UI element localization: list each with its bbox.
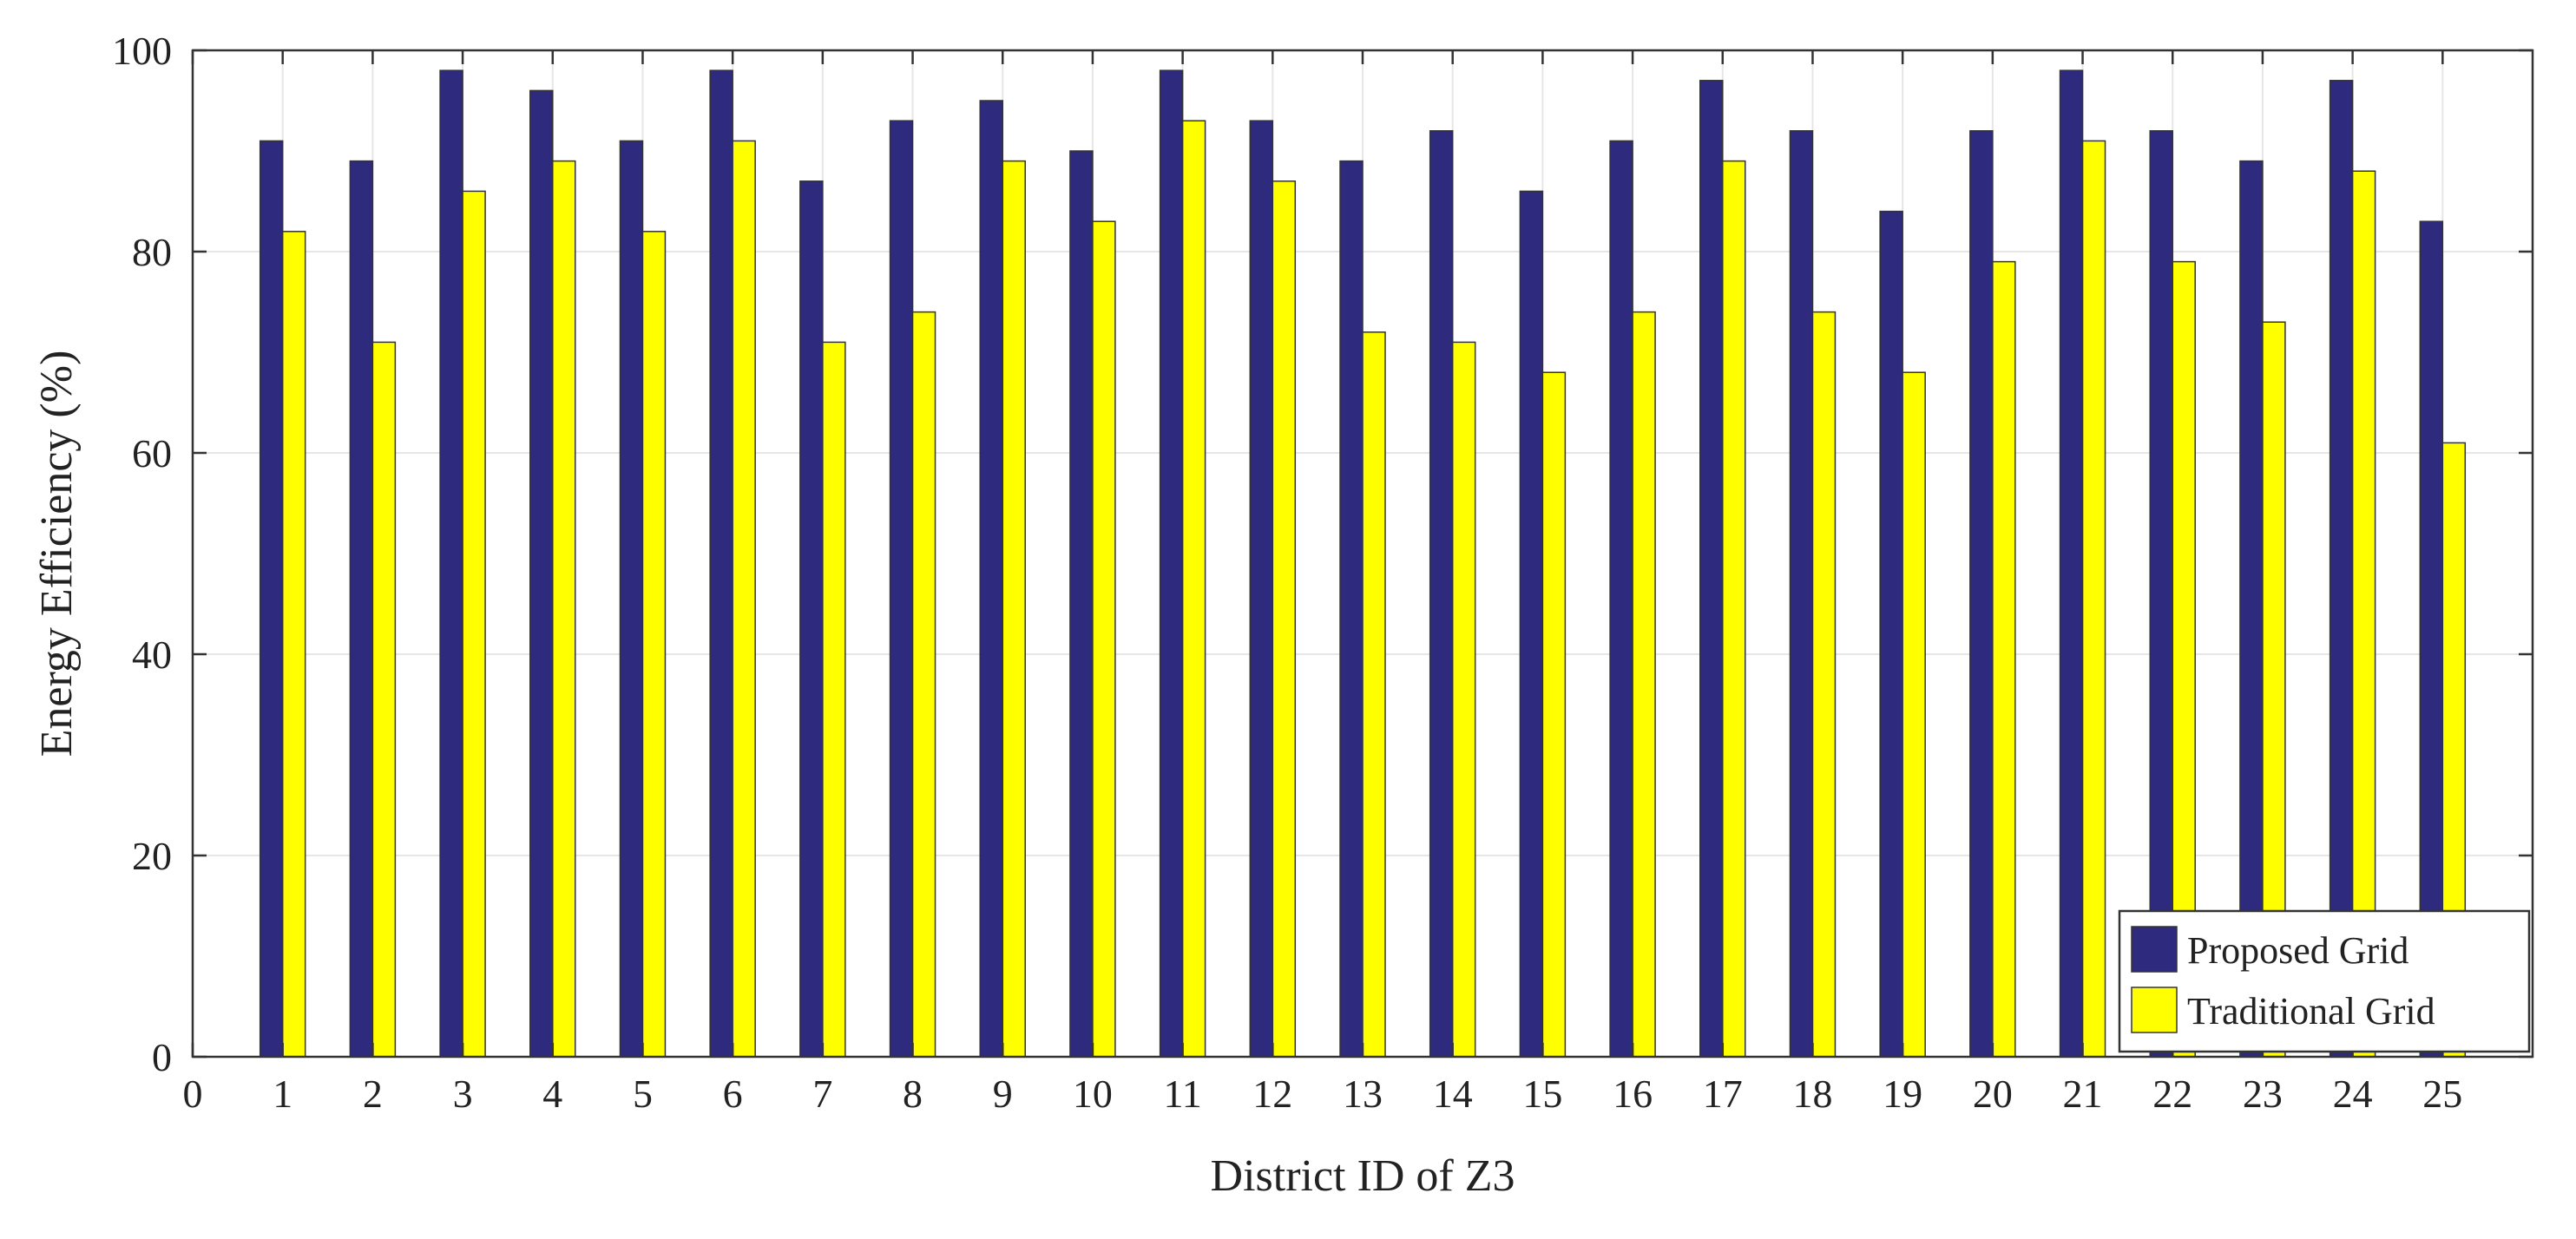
x-tick-label: 19 bbox=[1883, 1072, 1922, 1116]
bar-traditional bbox=[1181, 120, 1206, 1058]
bar-proposed bbox=[1429, 130, 1454, 1058]
x-tick-label: 1 bbox=[273, 1072, 292, 1116]
x-tick-label: 14 bbox=[1433, 1072, 1473, 1116]
legend: Proposed Grid Traditional Grid bbox=[2118, 909, 2531, 1053]
x-tick-label: 17 bbox=[1703, 1072, 1743, 1116]
bar-proposed bbox=[1069, 150, 1094, 1058]
x-axis-title: District ID of Z3 bbox=[1211, 1151, 1515, 1201]
bar-traditional bbox=[1992, 260, 2016, 1058]
x-tick-label: 0 bbox=[183, 1072, 203, 1116]
x-tick-label: 9 bbox=[993, 1072, 1013, 1116]
bar-proposed bbox=[1609, 140, 1633, 1058]
bar-traditional bbox=[1451, 341, 1476, 1058]
bar-traditional bbox=[732, 140, 756, 1058]
x-tick-label: 3 bbox=[453, 1072, 473, 1116]
x-tick-label: 6 bbox=[723, 1072, 743, 1116]
bar-proposed bbox=[709, 69, 733, 1058]
bars bbox=[259, 69, 2467, 1058]
x-tick-label: 20 bbox=[1973, 1072, 2013, 1116]
x-tick-label: 10 bbox=[1073, 1072, 1113, 1116]
x-tick-label: 8 bbox=[903, 1072, 923, 1116]
bar-traditional bbox=[1722, 160, 1746, 1058]
y-tick-label: 60 bbox=[132, 431, 172, 475]
bar-proposed bbox=[2059, 69, 2084, 1058]
bar-proposed bbox=[1519, 190, 1544, 1058]
legend-box bbox=[2118, 909, 2531, 1053]
bar-traditional bbox=[1362, 331, 1386, 1058]
bar-proposed bbox=[259, 140, 284, 1058]
bar-proposed bbox=[1969, 130, 1994, 1058]
bar-proposed bbox=[2239, 160, 2264, 1058]
bar-proposed bbox=[1789, 130, 1814, 1058]
y-axis-title: Energy Efficiency (%) bbox=[32, 351, 82, 757]
bar-proposed bbox=[2149, 130, 2173, 1058]
bar-proposed bbox=[889, 120, 914, 1058]
bar-traditional bbox=[911, 311, 936, 1058]
bar-traditional bbox=[822, 341, 846, 1058]
bar-proposed bbox=[1879, 210, 1903, 1058]
bar-traditional bbox=[2351, 170, 2376, 1058]
bar-proposed bbox=[349, 160, 374, 1058]
x-tick-label: 4 bbox=[542, 1072, 562, 1116]
bar-proposed bbox=[1249, 120, 1274, 1058]
bar-proposed bbox=[439, 69, 463, 1058]
bar-traditional bbox=[371, 341, 397, 1058]
bar-traditional bbox=[462, 190, 486, 1058]
bar-traditional bbox=[1002, 160, 1026, 1058]
legend-label: Traditional Grid bbox=[2187, 990, 2435, 1032]
legend-swatch bbox=[2131, 987, 2178, 1033]
x-axis-ticks: 0 1 2 3 4 5 6 7 8 9 10 11 12 13 14 15 16 17 18 19 20 21 22 23 24… bbox=[183, 50, 2462, 1116]
bar-traditional bbox=[641, 231, 667, 1058]
bar-traditional bbox=[1902, 371, 1926, 1058]
x-tick-label: 16 bbox=[1613, 1072, 1653, 1116]
y-tick-label: 100 bbox=[112, 29, 172, 73]
x-tick-label: 25 bbox=[2422, 1072, 2462, 1116]
x-tick-label: 15 bbox=[1522, 1072, 1562, 1116]
bar-proposed bbox=[1339, 160, 1364, 1058]
x-tick-label: 13 bbox=[1343, 1072, 1383, 1116]
bar-traditional bbox=[1811, 311, 1837, 1058]
bar-traditional bbox=[1092, 220, 1116, 1058]
x-tick-label: 2 bbox=[363, 1072, 383, 1116]
bar-proposed bbox=[799, 180, 824, 1058]
y-tick-label: 20 bbox=[132, 834, 172, 878]
x-tick-label: 24 bbox=[2333, 1072, 2373, 1116]
bar-proposed bbox=[1699, 80, 1724, 1058]
x-tick-label: 7 bbox=[812, 1072, 832, 1116]
legend-swatch bbox=[2131, 926, 2178, 973]
x-tick-label: 22 bbox=[2152, 1072, 2192, 1116]
x-tick-label: 21 bbox=[2063, 1072, 2103, 1116]
x-tick-label: 18 bbox=[1792, 1072, 1832, 1116]
bar-traditional bbox=[552, 160, 576, 1058]
bar-traditional bbox=[281, 231, 306, 1058]
x-tick-label: 23 bbox=[2243, 1072, 2283, 1116]
bar-proposed bbox=[619, 140, 644, 1058]
bar-traditional bbox=[1541, 371, 1567, 1058]
x-tick-label: 11 bbox=[1163, 1072, 1201, 1116]
bar-traditional bbox=[2081, 140, 2106, 1058]
bar-traditional bbox=[1272, 180, 1297, 1058]
y-axis-ticks: 0 20 40 60 80 100 bbox=[112, 29, 2533, 1079]
y-tick-label: 80 bbox=[132, 230, 172, 274]
bar-proposed bbox=[529, 89, 554, 1058]
legend-label: Proposed Grid bbox=[2187, 929, 2408, 972]
y-tick-label: 0 bbox=[152, 1035, 172, 1079]
y-tick-label: 40 bbox=[132, 633, 172, 677]
x-tick-label: 12 bbox=[1252, 1072, 1292, 1116]
bar-proposed bbox=[979, 100, 1003, 1058]
x-tick-label: 5 bbox=[633, 1072, 653, 1116]
bar-traditional bbox=[1632, 311, 1656, 1058]
bar-proposed bbox=[1159, 69, 1184, 1058]
